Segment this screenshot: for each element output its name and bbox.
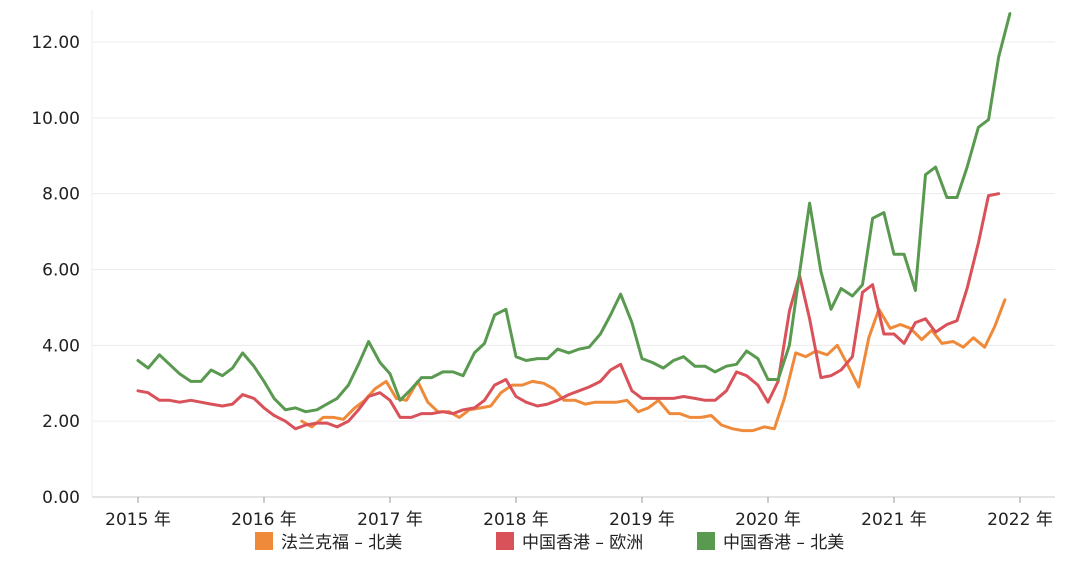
x-tick-label-1: 2016 年 [231,510,297,528]
series-line-0 [300,298,1007,433]
series-line-2 [136,12,1012,414]
y-tick-label-0: 0.00 [42,488,80,508]
y-tick-label-3: 6.00 [42,261,80,281]
legend-item-hongkong-north-america[interactable]: 中国香港 – 北美 [697,528,844,553]
y-tick-label-2: 4.00 [42,336,80,356]
legend-item-frankfurt-north-america[interactable]: 法兰克福 – 北美 [255,528,402,553]
x-tick-label-0: 2015 年 [105,510,171,528]
legend-swatch-hongkong-europe [496,531,514,550]
chart-plot: 0.00 2.00 4.00 6.00 8.00 10.00 12.00 2015 年 2016… [31,10,1055,528]
legend-swatch-hongkong-north-america [697,531,715,550]
x-tick-label-5: 2020 年 [735,510,801,528]
x-tick-label-6: 2021 年 [861,510,927,528]
series-line-1 [136,192,1001,431]
x-tick-label-7: 2022 年 [987,510,1053,528]
y-tick-label-1: 2.00 [42,412,80,432]
y-tick-label-4: 8.00 [42,185,80,205]
y-tick-label-5: 10.00 [31,109,80,129]
y-tick-label-6: 12.00 [31,33,80,53]
legend-label-hongkong-north-america: 中国香港 – 北美 [723,533,845,553]
legend-label-hongkong-europe: 中国香港 – 欧洲 [522,533,644,553]
x-tick-label-3: 2018 年 [483,510,549,528]
x-tick-label-2: 2017 年 [357,510,423,528]
legend-swatch-frankfurt-north-america [255,531,273,550]
x-tick-label-4: 2019 年 [609,510,675,528]
legend-label-frankfurt-north-america: 法兰克福 – 北美 [281,533,403,553]
legend-item-hongkong-europe[interactable]: 中国香港 – 欧洲 [496,528,643,553]
chart-legend: 法兰克福 – 北美 中国香港 – 欧洲 中国香港 – 北美 [0,528,1080,558]
